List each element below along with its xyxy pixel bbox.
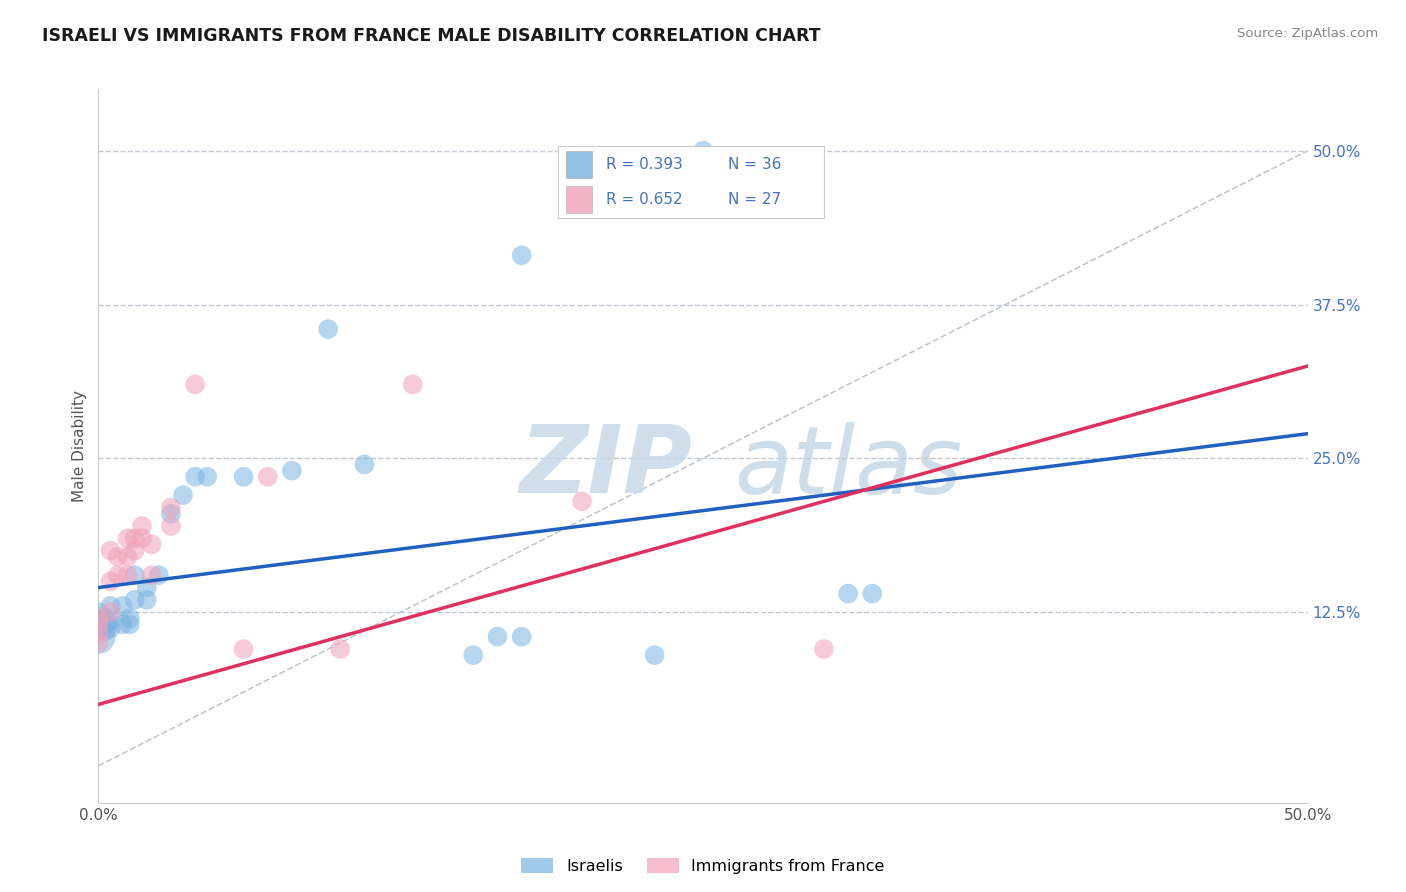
Point [117,568,139,582]
Point [232,469,254,483]
Point [124,543,146,558]
Point [87,605,110,619]
Point [87,611,110,625]
Point [402,377,425,392]
Point [100,574,122,589]
Point [860,587,883,601]
Point [644,648,666,662]
Point [87,624,110,638]
Point [160,500,183,515]
Point [510,630,533,644]
Point [107,568,129,582]
Point [87,611,110,625]
Legend: Israelis, Immigrants from France: Israelis, Immigrants from France [515,852,891,880]
Point [172,488,194,502]
Point [692,144,714,158]
Point [87,630,110,644]
Point [94,617,117,632]
Text: N = 36: N = 36 [728,157,782,172]
Point [87,617,110,632]
Point [118,617,141,632]
Point [118,611,141,625]
Point [100,605,122,619]
Point [94,611,117,625]
Point [111,617,134,632]
Point [87,636,110,650]
Text: Source: ZipAtlas.com: Source: ZipAtlas.com [1237,27,1378,40]
Point [510,248,533,262]
Text: R = 0.393: R = 0.393 [606,157,683,172]
Point [111,599,134,613]
Point [100,621,122,635]
FancyBboxPatch shape [565,152,592,178]
Point [195,469,218,483]
Point [124,568,146,582]
Point [184,469,207,483]
Point [131,519,153,533]
Point [486,630,509,644]
Point [100,614,122,628]
Point [107,549,129,564]
Point [463,648,485,662]
Point [316,322,339,336]
Point [160,519,183,533]
Point [100,543,122,558]
Point [135,592,157,607]
Point [837,587,859,601]
Point [124,592,146,607]
Point [124,531,146,545]
Point [184,377,207,392]
Y-axis label: Male Disability: Male Disability [72,390,87,502]
Point [148,568,170,582]
Text: ISRAELI VS IMMIGRANTS FROM FRANCE MALE DISABILITY CORRELATION CHART: ISRAELI VS IMMIGRANTS FROM FRANCE MALE D… [42,27,821,45]
Text: R = 0.652: R = 0.652 [606,192,682,207]
Text: atlas: atlas [734,422,962,513]
Point [87,626,110,640]
Point [117,549,139,564]
Point [135,581,157,595]
Point [353,458,375,472]
Point [329,642,352,657]
Point [232,642,254,657]
FancyBboxPatch shape [565,186,592,212]
Point [813,642,835,657]
Point [117,531,139,545]
Text: ZIP: ZIP [520,421,693,514]
Text: N = 27: N = 27 [728,192,782,207]
Point [94,624,117,638]
Point [281,464,304,478]
Point [100,599,122,613]
Point [87,617,110,632]
Point [160,507,183,521]
Point [256,469,278,483]
Point [131,531,153,545]
Point [141,537,163,551]
Point [571,494,593,508]
Point [141,568,163,582]
